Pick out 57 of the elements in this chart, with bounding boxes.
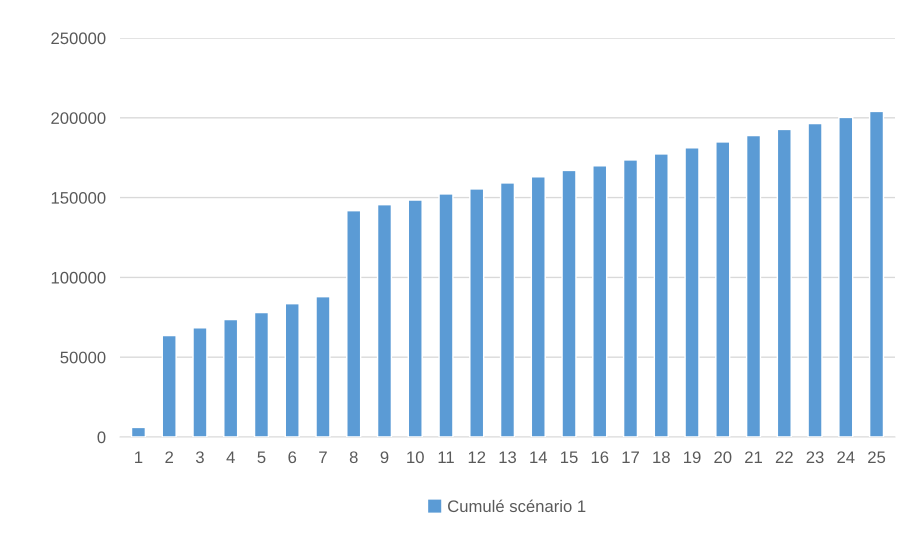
legend-label: Cumulé scénario 1 <box>448 500 586 512</box>
x-tick-label: 19 <box>684 451 701 464</box>
x-tick-label: 14 <box>530 452 548 463</box>
x-tick-label: 24 <box>837 451 855 463</box>
x-tick-label: 10 <box>407 451 424 464</box>
bar <box>530 176 546 437</box>
bar <box>284 303 300 437</box>
x-tick-label: 15 <box>561 452 578 464</box>
x-tick-label: 18 <box>653 451 670 464</box>
y-tick-label: 0 <box>97 431 106 444</box>
bar <box>684 147 700 437</box>
y-tick-label: 250000 <box>51 32 106 44</box>
x-tick-label: 6 <box>288 451 296 464</box>
y-tick-label: 50000 <box>60 352 106 364</box>
x-tick-label: 21 <box>745 451 762 463</box>
bar <box>254 312 270 437</box>
bar <box>746 134 762 437</box>
bar <box>654 153 669 437</box>
x-tick-label: 17 <box>622 452 639 463</box>
bar <box>346 210 362 437</box>
bar <box>592 165 608 437</box>
bar <box>561 170 577 437</box>
x-tick-label: 1 <box>135 452 142 463</box>
x-tick-label: 2 <box>165 451 174 463</box>
bar <box>192 327 208 437</box>
x-tick-label: 13 <box>500 451 516 464</box>
x-tick-label: 8 <box>350 451 358 464</box>
x-tick-label: 9 <box>380 451 388 464</box>
y-tick-label: 150000 <box>52 192 106 204</box>
x-tick-label: 22 <box>776 451 793 463</box>
bar <box>130 426 146 437</box>
bar <box>868 110 884 437</box>
bar <box>223 318 238 437</box>
y-tick-label: 100000 <box>52 272 106 284</box>
bar <box>715 141 730 437</box>
x-tick-label: 25 <box>868 451 886 464</box>
x-tick-label: 11 <box>438 452 454 463</box>
bar <box>438 193 454 437</box>
y-tick-label: 200000 <box>51 112 106 124</box>
bar <box>376 204 392 437</box>
bar <box>838 116 854 437</box>
x-tick-label: 5 <box>258 452 266 464</box>
x-tick-label: 3 <box>196 451 204 464</box>
bar <box>807 122 823 437</box>
bar <box>469 188 484 437</box>
bar <box>408 199 423 437</box>
x-tick-label: 7 <box>319 452 327 463</box>
bar <box>162 334 177 437</box>
x-tick-label: 4 <box>226 452 235 463</box>
x-tick-label: 16 <box>592 451 608 464</box>
bar <box>776 128 792 437</box>
x-tick-label: 12 <box>468 451 486 463</box>
x-tick-label: 23 <box>806 451 824 464</box>
bar <box>500 182 516 437</box>
bar <box>622 159 638 437</box>
x-tick-label: 20 <box>714 451 732 464</box>
bar <box>315 296 331 437</box>
